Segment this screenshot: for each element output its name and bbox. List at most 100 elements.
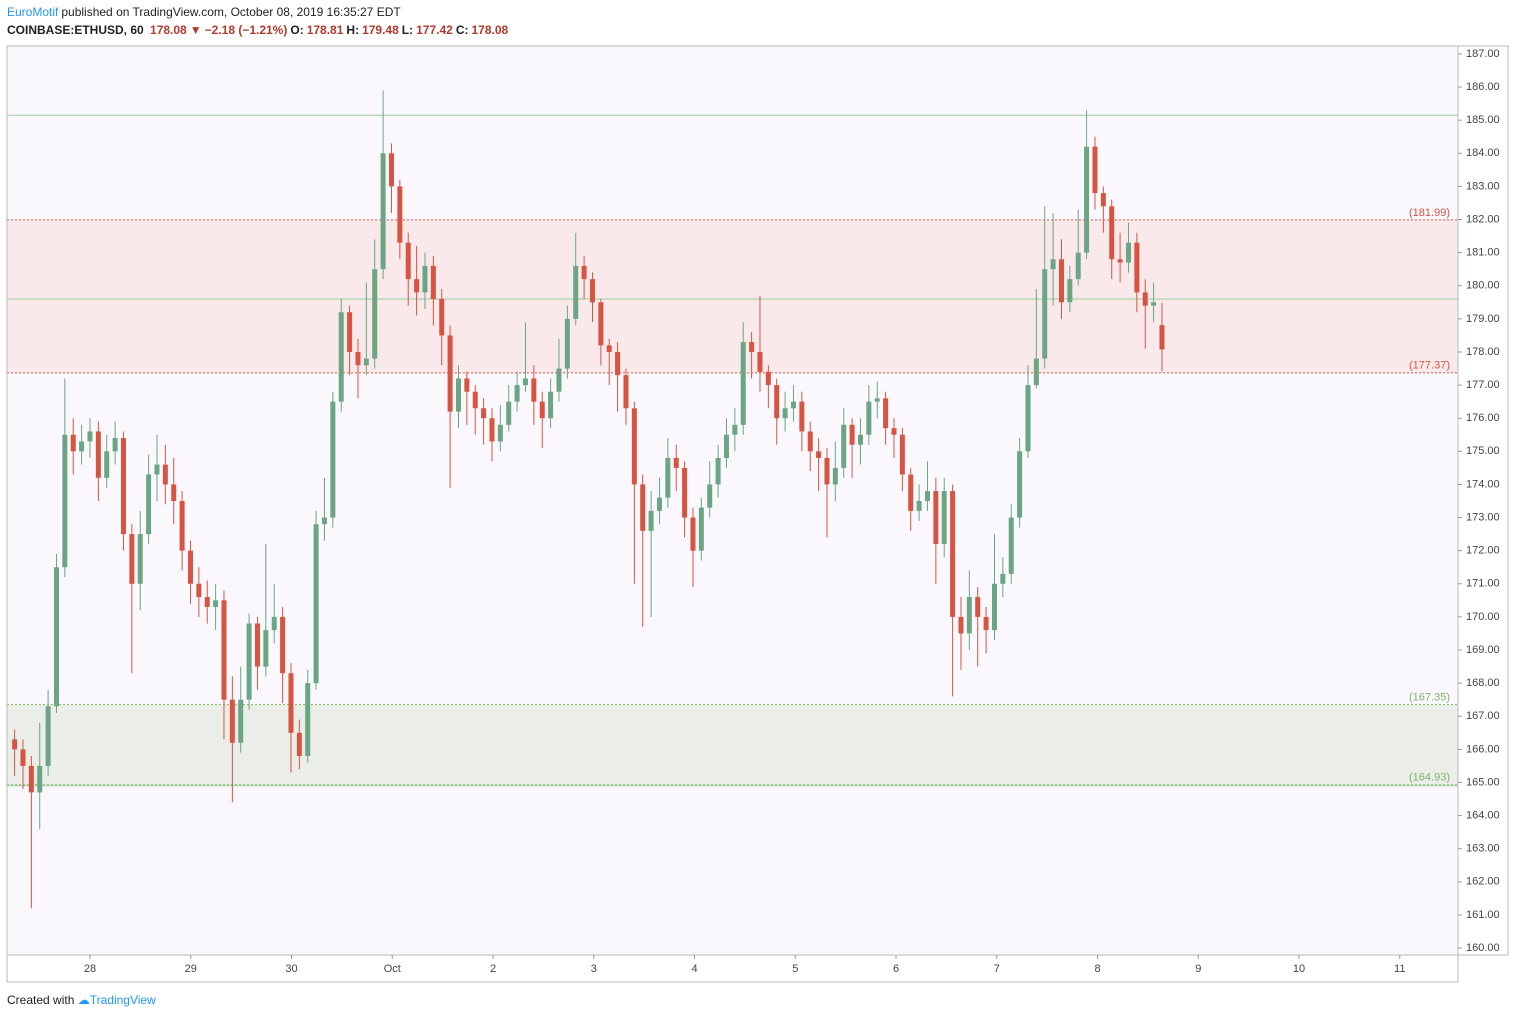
candle (799, 391, 805, 452)
candle (263, 544, 269, 677)
body (991, 583, 997, 631)
ohlc-key: C: (455, 23, 469, 37)
x-tick-label: 4 (691, 963, 697, 975)
body (489, 418, 495, 442)
candle (522, 322, 528, 392)
body (665, 457, 671, 498)
zone-label: (181.99) (1409, 207, 1450, 219)
x-tick-label: Oct (384, 963, 401, 975)
body (924, 491, 930, 501)
last-price: 178.08 (150, 23, 187, 37)
candle (816, 438, 822, 492)
y-tick-label: 175.00 (1466, 445, 1500, 457)
body (1017, 451, 1023, 518)
x-tick-label: 9 (1195, 963, 1201, 975)
body (606, 345, 612, 352)
candle (104, 434, 110, 488)
candle (12, 729, 18, 776)
candle (288, 663, 294, 773)
candle (1067, 265, 1073, 313)
body (908, 474, 914, 511)
candle (807, 421, 813, 472)
body (816, 451, 822, 458)
candle (95, 421, 101, 501)
body (941, 491, 947, 545)
y-tick-label: 182.00 (1466, 213, 1500, 225)
candle (950, 484, 956, 697)
brand: TradingView (89, 993, 156, 1007)
body (564, 318, 570, 369)
ohlc-value: 178.08 (471, 23, 509, 37)
y-tick-label: 164.00 (1466, 809, 1500, 821)
candle (363, 282, 369, 376)
candle (765, 365, 771, 409)
candle (598, 298, 604, 366)
candle (958, 597, 964, 670)
candle (749, 332, 755, 379)
body (62, 434, 68, 568)
body (1025, 385, 1031, 452)
body (1000, 573, 1006, 584)
body (439, 298, 445, 336)
body (765, 371, 771, 386)
y-tick-label: 162.00 (1466, 876, 1500, 888)
body (481, 408, 487, 419)
body (238, 699, 244, 743)
body (891, 428, 897, 435)
candle (941, 477, 947, 558)
down-arrow: ▼ (189, 23, 202, 37)
candle (321, 477, 327, 541)
y-tick-label: 176.00 (1466, 412, 1500, 424)
candle (548, 378, 554, 429)
candle (1008, 504, 1014, 584)
body (1033, 358, 1039, 386)
body (104, 451, 110, 478)
body (154, 464, 160, 475)
candle (254, 616, 260, 690)
y-tick-label: 186.00 (1466, 81, 1500, 93)
body (464, 378, 470, 392)
body (782, 408, 788, 419)
y-tick-label: 166.00 (1466, 743, 1500, 755)
body (1084, 146, 1090, 253)
body (196, 583, 202, 598)
candle (640, 474, 646, 627)
candle (556, 338, 562, 402)
body (849, 424, 855, 445)
candle (1084, 110, 1090, 260)
body (740, 342, 746, 425)
body (790, 401, 796, 409)
candle (162, 444, 168, 505)
body (221, 600, 227, 700)
y-tick-label: 172.00 (1466, 545, 1500, 557)
body (857, 434, 863, 445)
body (1125, 242, 1131, 263)
candle (204, 580, 210, 624)
x-tick-label: 28 (84, 963, 96, 975)
body (656, 497, 662, 511)
candle (1025, 365, 1031, 458)
candle (87, 418, 93, 458)
body (112, 438, 118, 452)
body (204, 597, 210, 607)
body (79, 441, 85, 452)
body (1058, 259, 1064, 303)
candle (883, 391, 889, 445)
candle (213, 583, 219, 631)
candle (70, 418, 76, 475)
body (841, 424, 847, 468)
body (749, 342, 755, 352)
body (1100, 193, 1106, 207)
candle (623, 368, 629, 425)
body (966, 597, 972, 634)
candle (388, 143, 394, 213)
candle (1058, 239, 1064, 319)
y-tick-label: 163.00 (1466, 843, 1500, 855)
candle (908, 467, 914, 531)
candle (665, 438, 671, 508)
body (581, 265, 587, 280)
candle (832, 441, 838, 501)
body (958, 616, 964, 634)
candle (966, 570, 972, 651)
x-tick-label: 6 (893, 963, 899, 975)
